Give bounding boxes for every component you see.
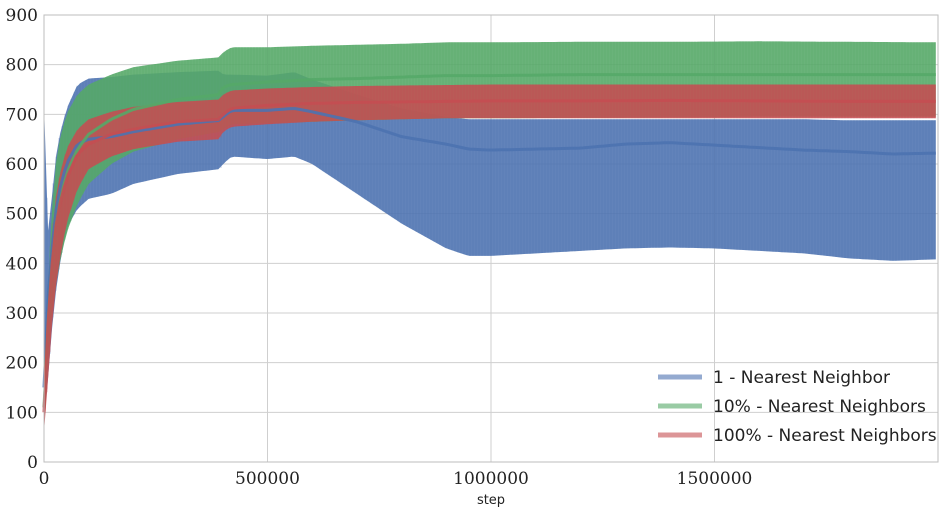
legend-label: 1 - Nearest Neighbor: [713, 368, 890, 388]
x-tick-label: 1000000: [453, 469, 529, 489]
x-axis-label: step: [477, 493, 505, 508]
x-tick-label: 500000: [235, 469, 300, 489]
x-tick-label: 1500000: [677, 469, 753, 489]
y-tick-label: 300: [6, 304, 38, 324]
y-tick-label: 900: [6, 6, 38, 26]
series-bands: [43, 41, 936, 433]
y-tick-label: 600: [6, 155, 38, 175]
y-tick-label: 700: [6, 105, 38, 125]
series-band-3: [44, 84, 936, 433]
series-mean-line-1: [42, 107, 936, 388]
x-tick-label: 0: [39, 469, 50, 489]
y-tick-label: 0: [27, 453, 38, 473]
y-tick-label: 100: [6, 403, 38, 423]
y-axis-ticks: 0 100 200 300 400 500 600 700 800 900: [6, 6, 38, 473]
x-axis-ticks: 0 500000 1000000 1500000: [39, 469, 753, 489]
legend: 1 - Nearest Neighbor 10% - Nearest Neighb…: [658, 368, 937, 446]
legend-label: 100% - Nearest Neighbors: [713, 426, 937, 446]
series-mean-line-3: [42, 98, 936, 413]
series-band-1: [44, 70, 936, 423]
plot-frame: [43, 14, 939, 463]
y-tick-label: 200: [6, 354, 38, 374]
y-tick-label: 500: [6, 205, 38, 225]
series-mean-line-2: [42, 73, 936, 408]
legend-label: 10% - Nearest Neighbors: [713, 397, 926, 417]
y-tick-label: 800: [6, 56, 38, 76]
y-tick-label: 400: [6, 254, 38, 274]
series-mean-lines: [42, 73, 936, 413]
